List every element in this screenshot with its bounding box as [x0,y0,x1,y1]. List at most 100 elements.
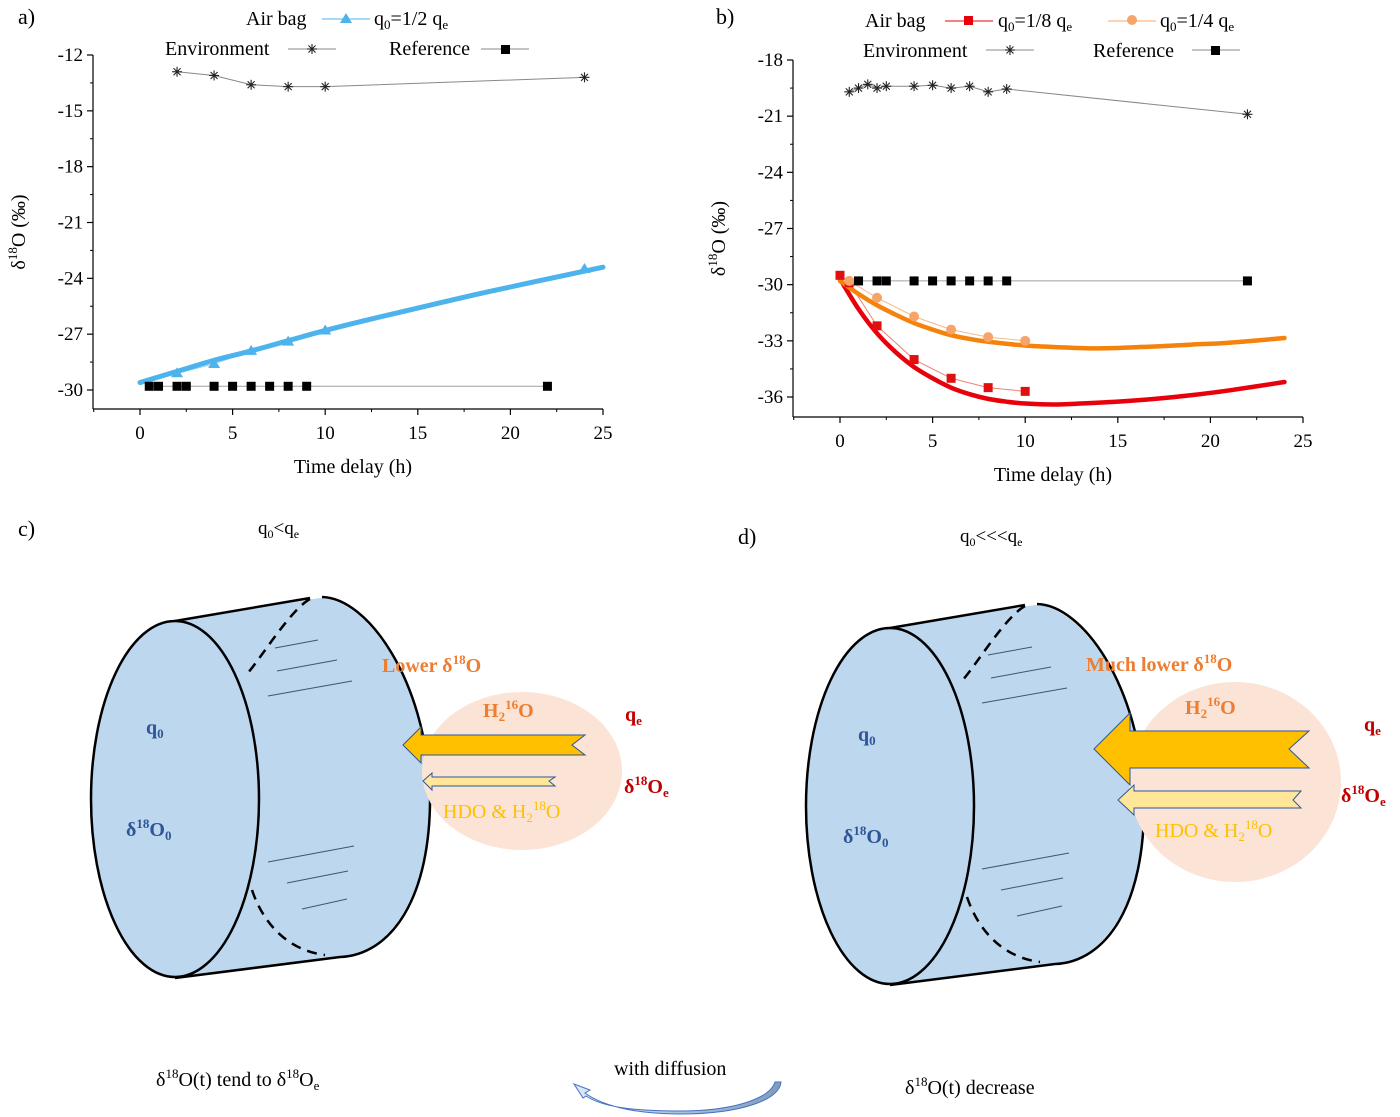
caption-c: δ18O(t) tend to δ18Oe [156,1066,320,1093]
data-point-environment [209,70,220,81]
legend-environment-label: Environment [863,40,968,62]
series-line-environment [176,71,585,88]
data-point-reference [983,276,993,286]
cylinder-front-face [804,626,976,986]
arrow-hdo-d [1117,783,1303,817]
x-tick-label: 25 [594,423,613,444]
data-point-q-half [319,324,332,335]
transition: with diffusion [572,1058,782,1115]
data-point-environment [909,81,920,92]
x-tick-label: 25 [1294,431,1313,452]
data-point-reference [909,276,919,286]
condition-d: q0<<<qe [960,526,1022,549]
cylinder-c: q0 δ18O0 [89,595,432,980]
legend-red-square-marker [964,16,973,25]
data-point-reference [172,381,182,391]
y-tick-label: -30 [758,275,783,296]
condition-c: q0<qe [258,518,299,541]
fit-curve-q0-1-8-qe-fit [837,276,1287,407]
y-tick-label: -21 [58,213,83,234]
legend-q-half: q0=1/2 qe [374,8,448,32]
data-point-environment [579,72,590,83]
y-tick-label: -21 [758,106,783,127]
y-axis-label: δ18O (‰) [5,194,30,269]
data-point-q-quarter [946,324,957,335]
x-tick-label: 15 [1108,431,1127,452]
data-point-environment [946,83,957,94]
curved-arrow-icon [572,1081,782,1115]
water-lines [267,639,355,910]
data-point-environment [983,86,994,97]
data-point-reference [928,276,938,286]
y-tick-label: -30 [58,380,83,401]
legend-a: Air bag q0=1/2 qe Environment Reference [165,8,529,60]
environment-bubble-c [422,692,622,850]
data-point-q-half [282,335,295,346]
legend-airbag-label: Air bag [865,10,926,32]
cylinder-hidden-edge-bottom [965,896,1041,964]
data-point-q-half [245,344,258,355]
data-point-environment [1001,84,1012,95]
data-point-q-eighth [909,355,919,365]
d18o0-label: δ18O0 [126,816,171,843]
x-tick-label: 20 [1201,431,1220,452]
data-point-reference [881,276,891,286]
data-point-reference [1002,276,1012,286]
data-point-reference [228,381,238,391]
data-point-reference [1242,276,1252,286]
h2o16-label-c: H216O [483,697,534,724]
data-point-environment [320,81,331,92]
inflow-label-c: Lower δ18O [382,652,481,677]
panel-label-c: c) [18,516,35,541]
qe-label-d: qe [1364,714,1381,738]
d18o0-label: δ18O0 [843,823,888,850]
data-point-reference [209,381,219,391]
data-point-environment [844,86,855,97]
data-point-q-quarter [909,311,920,322]
x-tick-label: 15 [408,423,427,444]
data-point-reference [302,381,312,391]
legend-environment-label: Environment [165,38,270,60]
data-point-environment [964,81,975,92]
data-point-reference [283,381,293,391]
arrow-h2o16-d [1093,711,1311,787]
data-point-reference [265,381,275,391]
diagram-c: c) q0<qe q0 δ18O0 Lower δ18O H216O [18,516,669,1093]
series-line-air-bag-q0-1-4-qe [849,280,1026,342]
y-tick-label: -18 [758,50,783,71]
cylinder-top-edge [174,596,311,623]
data-point-environment [872,83,883,94]
data-point-environment [172,66,183,77]
data-point-q-quarter [983,332,994,343]
cylinder-hidden-edge-top [960,604,1026,683]
legend-square-marker [1211,46,1220,55]
data-point-reference [542,381,552,391]
data-point-q-eighth [872,321,882,331]
data-point-q-eighth [983,383,993,393]
cylinder-d: q0 δ18O0 [804,602,1146,987]
cylinder-bottom-edge [889,962,1056,987]
qe-label-c: qe [625,704,642,728]
plot-area-a: -12 -15 -18 -21 -24 -27 -30 0 5 10 15 20 25 Time dela… [5,45,613,478]
arrow-h2o16-c [402,725,587,765]
data-point-reference [872,276,882,286]
x-tick-label: 10 [1016,431,1035,452]
legend-square-marker [501,45,510,54]
legend-b: Air bag q0=1/8 qe q0=1/4 qe Environment … [863,10,1240,62]
y-tick-label: -24 [758,162,784,183]
data-point-environment [853,83,864,94]
x-axis-label: Time delay (h) [294,456,412,478]
y-axis-label: δ18O (‰) [705,201,730,276]
data-point-q-eighth [946,373,956,383]
data-point-environment [1242,109,1253,120]
y-tick-label: -33 [758,331,783,352]
cylinder-hidden-edge-top [245,597,311,676]
data-point-q-eighth [835,270,845,280]
fit-curve-q0-1-4-qe-fit [837,278,1287,351]
data-point-reference [154,381,164,391]
series-line-environment [849,83,1248,115]
y-tick-label: -18 [58,157,83,178]
d18oe-label-d: δ18Oe [1341,782,1386,809]
y-tick-label: -15 [58,101,83,122]
